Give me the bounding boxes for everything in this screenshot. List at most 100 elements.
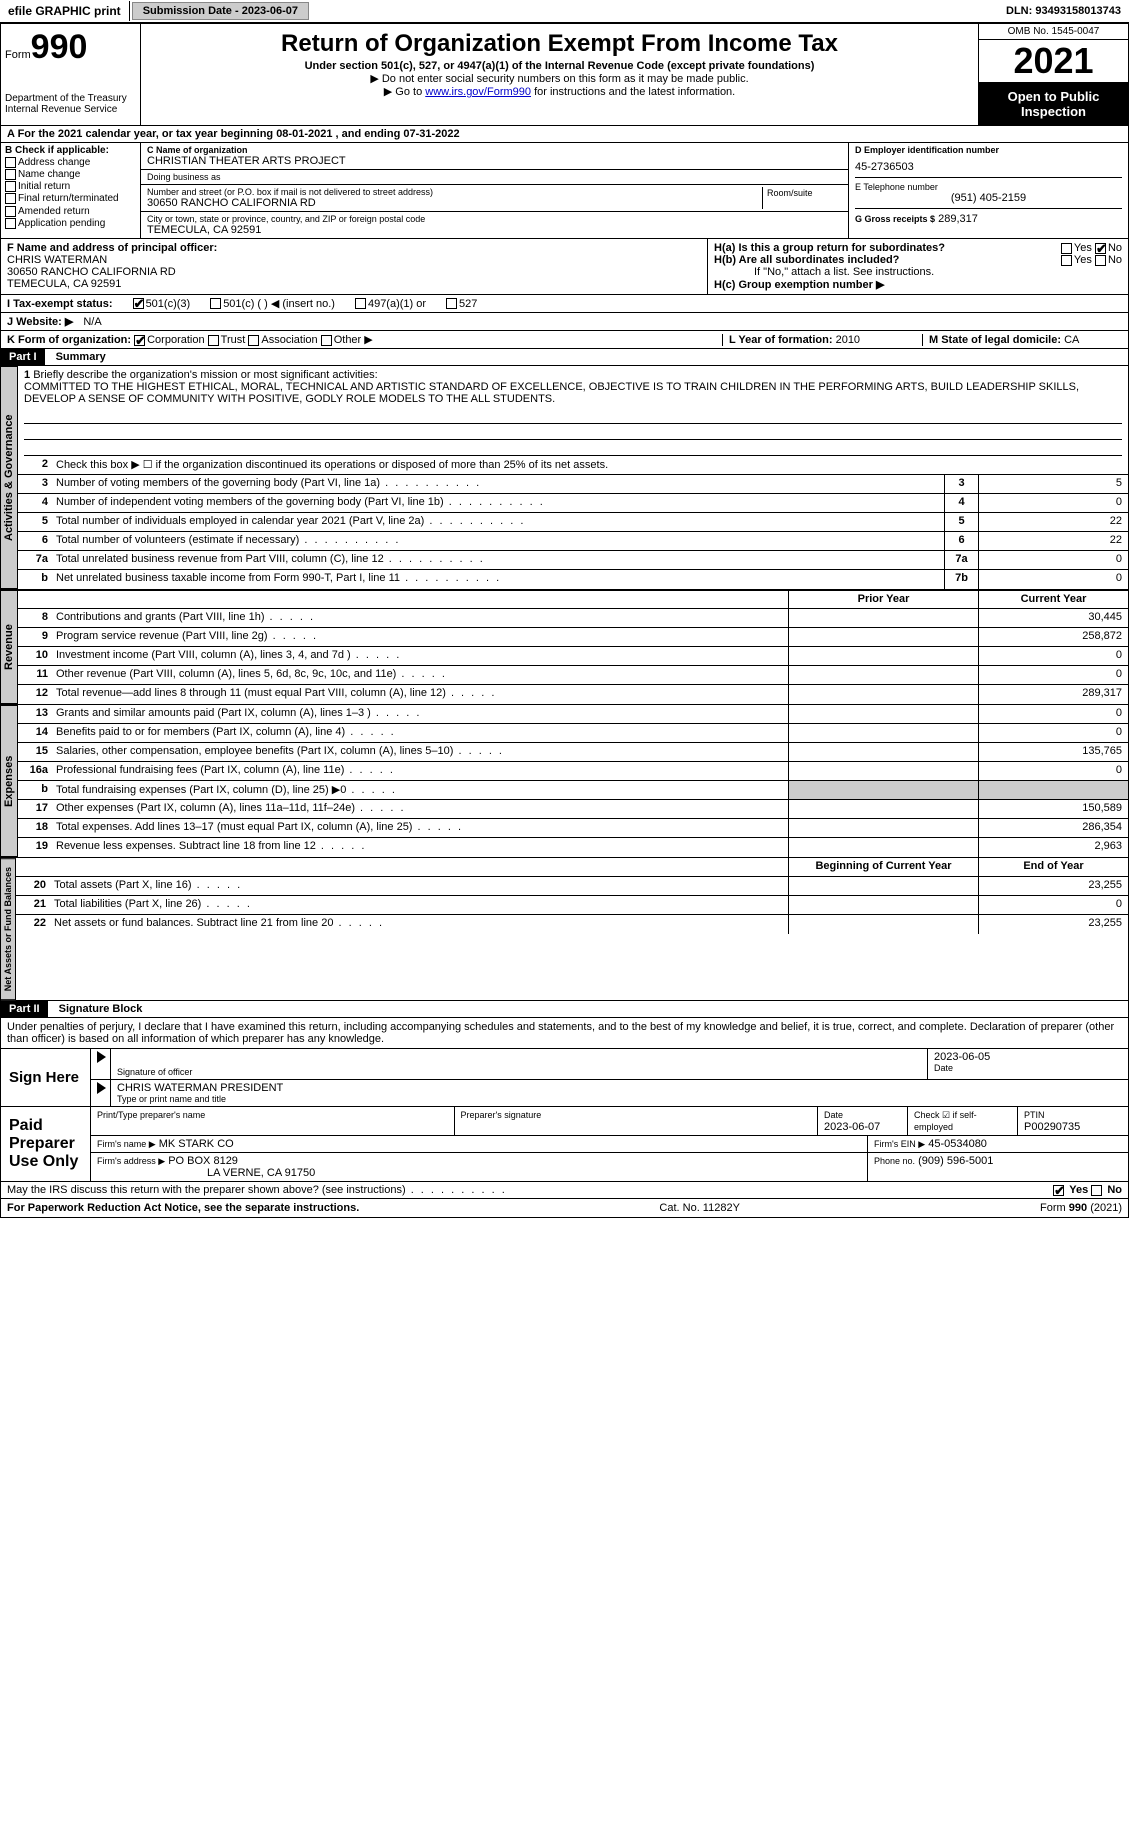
officer-addr2: TEMECULA, CA 92591 bbox=[7, 278, 701, 290]
discuss-no-cb[interactable] bbox=[1091, 1185, 1102, 1196]
line-value: 0 bbox=[978, 551, 1128, 569]
chk-amended-return[interactable]: Amended return bbox=[5, 206, 136, 217]
current-value: 135,765 bbox=[978, 743, 1128, 761]
tab-expenses: Expenses bbox=[1, 705, 18, 857]
officer-group-block: F Name and address of principal officer:… bbox=[0, 239, 1129, 295]
ha-no-cb[interactable] bbox=[1095, 243, 1106, 254]
form-ref: Form 990 (2021) bbox=[1040, 1202, 1122, 1214]
h-b-note: If "No," attach a list. See instructions… bbox=[714, 266, 1122, 278]
tab-net-assets: Net Assets or Fund Balances bbox=[1, 858, 16, 1000]
line-num: 11 bbox=[18, 666, 52, 684]
line-row: 8 Contributions and grants (Part VIII, l… bbox=[18, 609, 1128, 628]
form-title: Return of Organization Exempt From Incom… bbox=[151, 30, 968, 58]
end-year-hdr: End of Year bbox=[978, 858, 1128, 876]
firm-phone-label: Phone no. bbox=[874, 1156, 915, 1166]
prior-value bbox=[788, 838, 978, 857]
col-c-org: C Name of organization CHRISTIAN THEATER… bbox=[141, 143, 848, 238]
527-cb[interactable] bbox=[446, 298, 457, 309]
current-value: 2,963 bbox=[978, 838, 1128, 857]
line-num: 13 bbox=[18, 705, 52, 723]
chk-address-change[interactable]: Address change bbox=[5, 157, 136, 168]
chk-initial-return[interactable]: Initial return bbox=[5, 181, 136, 192]
discuss-yes-cb[interactable] bbox=[1053, 1185, 1064, 1196]
line-row: 4 Number of independent voting members o… bbox=[18, 494, 1128, 513]
line-row: 9 Program service revenue (Part VIII, li… bbox=[18, 628, 1128, 647]
line-box: 5 bbox=[944, 513, 978, 531]
org-name-label: C Name of organization bbox=[147, 145, 842, 155]
form-title-block: Return of Organization Exempt From Incom… bbox=[141, 24, 978, 125]
line-value: 22 bbox=[978, 532, 1128, 550]
row-m-label: M State of legal domicile: bbox=[929, 334, 1061, 346]
period-row: A For the 2021 calendar year, or tax yea… bbox=[0, 126, 1129, 143]
sign-here-label: Sign Here bbox=[1, 1049, 91, 1106]
line-desc: Number of voting members of the governin… bbox=[52, 475, 944, 493]
assoc-cb[interactable] bbox=[248, 335, 259, 346]
line-row: 15 Salaries, other compensation, employe… bbox=[18, 743, 1128, 762]
corp-cb[interactable] bbox=[134, 335, 145, 346]
form-org-row: K Form of organization: Corporation Trus… bbox=[0, 331, 1129, 349]
501c-cb[interactable] bbox=[210, 298, 221, 309]
prior-value bbox=[788, 724, 978, 742]
line-row: b Net unrelated business taxable income … bbox=[18, 570, 1128, 589]
4947-cb[interactable] bbox=[355, 298, 366, 309]
trust-cb[interactable] bbox=[208, 335, 219, 346]
line-num: 9 bbox=[18, 628, 52, 646]
chk-final-return[interactable]: Final return/terminated bbox=[5, 193, 136, 204]
current-value: 0 bbox=[978, 724, 1128, 742]
ha-yes-cb[interactable] bbox=[1061, 243, 1072, 254]
prior-value bbox=[788, 800, 978, 818]
row-l-label: L Year of formation: bbox=[729, 334, 833, 346]
gross-label: G Gross receipts $ bbox=[855, 214, 935, 224]
line-num: 5 bbox=[18, 513, 52, 531]
hb-no-cb[interactable] bbox=[1095, 255, 1106, 266]
paid-preparer-block: Paid Preparer Use Only Print/Type prepar… bbox=[0, 1107, 1129, 1182]
other-cb[interactable] bbox=[321, 335, 332, 346]
current-year-hdr: Current Year bbox=[978, 591, 1128, 608]
current-value: 30,445 bbox=[978, 609, 1128, 627]
city-label: City or town, state or province, country… bbox=[147, 214, 842, 224]
chk-name-change[interactable]: Name change bbox=[5, 169, 136, 180]
line-row: 22 Net assets or fund balances. Subtract… bbox=[16, 915, 1128, 934]
h-b-label: H(b) Are all subordinates included? bbox=[714, 254, 899, 266]
line-box: 4 bbox=[944, 494, 978, 512]
current-value: 150,589 bbox=[978, 800, 1128, 818]
mission-text: COMMITTED TO THE HIGHEST ETHICAL, MORAL,… bbox=[24, 381, 1122, 405]
line-num: 7a bbox=[18, 551, 52, 569]
501c3-cb[interactable] bbox=[133, 298, 144, 309]
open-inspection-badge: Open to Public Inspection bbox=[979, 83, 1128, 125]
prep-ptin-hdr: PTIN bbox=[1024, 1110, 1045, 1120]
firm-name: MK STARK CO bbox=[159, 1138, 234, 1150]
h-a-label: H(a) Is this a group return for subordin… bbox=[714, 242, 945, 254]
col-de-block: D Employer identification number 45-2736… bbox=[848, 143, 1128, 238]
dln-label: DLN: 93493158013743 bbox=[998, 2, 1129, 20]
prep-date-hdr: Date bbox=[824, 1110, 843, 1120]
firm-addr1: PO BOX 8129 bbox=[168, 1155, 238, 1167]
prep-sig-hdr: Preparer's signature bbox=[461, 1110, 542, 1120]
irs-link[interactable]: www.irs.gov/Form990 bbox=[425, 86, 531, 98]
hb-yes-cb[interactable] bbox=[1061, 255, 1072, 266]
prior-value bbox=[788, 685, 978, 704]
form-meta-block: OMB No. 1545-0047 2021 Open to Public In… bbox=[978, 24, 1128, 125]
org-street: 30650 RANCHO CALIFORNIA RD bbox=[147, 197, 762, 209]
expenses-section: Expenses 13 Grants and similar amounts p… bbox=[0, 705, 1129, 858]
line-desc: Total assets (Part X, line 16) bbox=[50, 877, 788, 895]
current-value: 23,255 bbox=[978, 877, 1128, 895]
line-desc: Check this box ▶ ☐ if the organization d… bbox=[52, 456, 1128, 474]
submission-date-button[interactable]: Submission Date - 2023-06-07 bbox=[132, 2, 309, 20]
sig-arrow-icon bbox=[97, 1051, 106, 1063]
org-city: TEMECULA, CA 92591 bbox=[147, 224, 842, 236]
dept-label: Department of the Treasury Internal Reve… bbox=[5, 93, 136, 115]
line-num: 2 bbox=[18, 456, 52, 474]
prior-value bbox=[788, 896, 978, 914]
line-num: 16a bbox=[18, 762, 52, 780]
website-row: J Website: ▶ N/A bbox=[0, 313, 1129, 331]
chk-application-pending[interactable]: Application pending bbox=[5, 218, 136, 229]
activities-section: Activities & Governance 1 Briefly descri… bbox=[0, 366, 1129, 590]
current-value: 258,872 bbox=[978, 628, 1128, 646]
prep-name-hdr: Print/Type preparer's name bbox=[97, 1110, 205, 1120]
row-j-label: J Website: ▶ bbox=[7, 315, 73, 328]
mission-label: Briefly describe the organization's miss… bbox=[33, 369, 377, 381]
net-assets-section: Net Assets or Fund Balances Beginning of… bbox=[0, 858, 1129, 1001]
prior-value bbox=[788, 743, 978, 761]
row-i-label: I Tax-exempt status: bbox=[7, 298, 113, 310]
